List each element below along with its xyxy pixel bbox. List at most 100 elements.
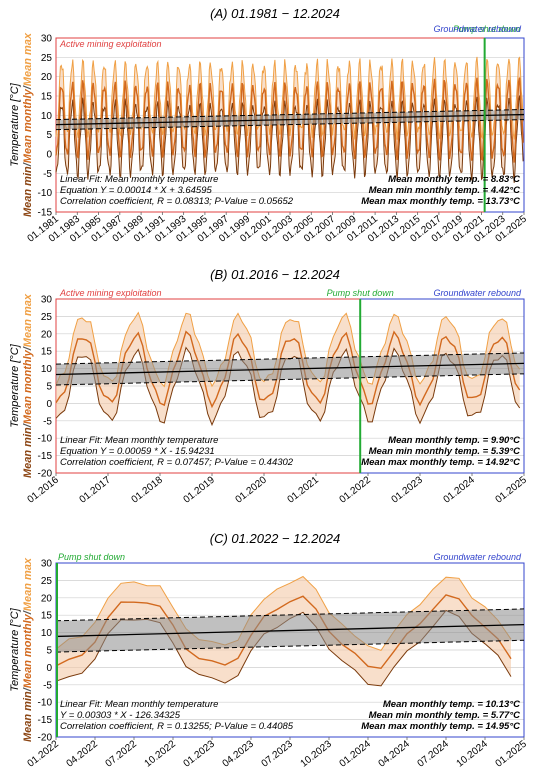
y-axis-label-min: Mean min [22, 166, 34, 217]
fit-equation-text: Equation Y = 0.00014 * X + 3.64595 [60, 185, 212, 196]
pump-shutdown-label: Pump shut down [327, 288, 394, 298]
active-mining-label: Active mining exploitation [59, 39, 162, 49]
y-tick-label: 5 [46, 646, 52, 657]
y-tick-label: -20 [38, 733, 53, 744]
y-axis-label-sep: / [22, 422, 34, 428]
chart-panel-0: (A) 01.1981 − 12.2024 Pump shut down Activ… [9, 6, 529, 245]
x-tick-label: 04.2022 [65, 738, 101, 769]
x-tick-label: 10.2024 [455, 738, 491, 769]
min-max-band [56, 576, 511, 686]
y-axis-label-bottom: Mean min/Mean monthly/Mean max [22, 293, 34, 478]
y-tick-label: -15 [38, 715, 53, 726]
x-tick-label: 01.2025 [494, 738, 530, 769]
chart-panel-2: (C) 01.2022 − 12.2024 Pump shut down Groun… [9, 531, 529, 770]
max-temp-text: Mean max monthly temp. = 14.95°C [361, 721, 520, 732]
chart-title: (C) 01.2022 − 12.2024 [210, 531, 340, 546]
fit-ci-upper [55, 352, 525, 365]
y-tick-label: -5 [43, 680, 52, 691]
y-tick-label: 15 [41, 347, 53, 358]
x-tick-label: 10.2023 [299, 738, 335, 769]
series-line-mean-monthly [55, 77, 524, 163]
fit-ci-upper [55, 109, 525, 121]
y-tick-label: 30 [41, 295, 53, 306]
fit-ci-lower [55, 119, 525, 131]
y-tick-label: 20 [41, 72, 53, 83]
x-tick-label: 07.2022 [104, 738, 140, 769]
min-temp-text: Mean min monthly temp. = 5.77°C [369, 710, 520, 721]
fit-line [55, 362, 525, 376]
min-max-band [56, 312, 520, 425]
y-axis-label-sep: / [22, 609, 34, 615]
x-tick-label: 01.2020 [234, 474, 270, 505]
x-tick-label: 01.2017 [78, 474, 114, 505]
y-axis-label-sep: / [22, 345, 34, 351]
min-temp-text: Mean min monthly temp. = 4.42°C [369, 185, 520, 196]
y-tick-label: 10 [41, 111, 53, 122]
y-axis-label-mean: Mean monthly [22, 349, 34, 424]
y-tick-label: 25 [41, 53, 53, 64]
y-tick-label: 10 [41, 364, 53, 375]
series-line-mean-max [55, 56, 524, 140]
x-tick-label: 01.2023 [390, 474, 426, 505]
x-tick-label: 01.2025 [494, 474, 530, 505]
y-axis-label-max: Mean max [22, 557, 34, 611]
x-tick-label: 10.2022 [143, 738, 179, 769]
x-tick-label: 04.2023 [221, 738, 257, 769]
pump-shutdown-label: Pump shut down [58, 552, 125, 562]
y-tick-label: 5 [46, 382, 52, 393]
x-tick-label: 01.2019 [182, 474, 218, 505]
y-axis-label-min: Mean min [22, 427, 34, 478]
groundwater-rebound-label: Groundwater rebound [433, 288, 522, 298]
y-tick-label: -15 [38, 451, 53, 462]
y-tick-label: 25 [41, 576, 53, 587]
y-tick-label: 20 [41, 329, 53, 340]
x-tick-label: 01.2021 [286, 474, 322, 505]
y-tick-label: -10 [38, 698, 53, 709]
x-tick-label: 01.2024 [442, 474, 478, 505]
fit-line [55, 623, 525, 638]
y-axis-label-top: Temperature [°C] [9, 82, 21, 166]
y-tick-label: 25 [41, 312, 53, 323]
y-axis-label-sep: / [22, 161, 34, 167]
fit-label-text: Linear Fit: Mean monthly temperature [60, 435, 218, 446]
y-tick-label: 20 [41, 593, 53, 604]
fit-correlation-text: Correlation coefficient, R = 0.07457; P-… [60, 457, 294, 468]
series-line-mean-monthly [55, 330, 521, 409]
y-tick-label: 30 [41, 559, 53, 570]
y-tick-label: 0 [46, 663, 52, 674]
y-tick-label: 15 [41, 92, 53, 103]
fit-correlation-text: Correlation coefficient, R = 0.13255; P-… [60, 721, 294, 732]
y-tick-label: 15 [41, 611, 53, 622]
chart-title: (A) 01.1981 − 12.2024 [210, 6, 340, 21]
chart-title: (B) 01.2016 − 12.2024 [210, 267, 340, 282]
fit-label-text: Linear Fit: Mean monthly temperature [60, 174, 218, 185]
fit-ci-upper [55, 608, 525, 622]
y-axis-label-min: Mean min [22, 691, 34, 742]
x-tick-label: 01.2018 [130, 474, 166, 505]
y-tick-label: 10 [41, 628, 53, 639]
x-tick-label: 07.2023 [260, 738, 296, 769]
x-tick-label: 04.2024 [377, 738, 413, 769]
x-tick-label: 01.2022 [338, 474, 374, 505]
series-line-mean-min [55, 95, 524, 183]
mean-temp-text: Mean monthly temp. = 9.90°C [388, 435, 520, 446]
y-axis-label-mean: Mean monthly [22, 613, 34, 688]
series-line-mean-monthly [55, 594, 512, 670]
x-tick-label: 01.2023 [182, 738, 218, 769]
y-axis-label-mean: Mean monthly [22, 88, 34, 163]
series-line-mean-max [55, 575, 512, 651]
fit-equation-text: Y = 0.00303 * X - 126.34325 [60, 710, 181, 721]
pump-shutdown-label: Pump shut down [453, 24, 520, 34]
chart-panel-1: (B) 01.2016 − 12.2024 Active mining explo… [9, 267, 529, 506]
series-line-mean-max [55, 311, 521, 388]
y-tick-label: 5 [46, 130, 52, 141]
y-axis-label-top: Temperature [°C] [9, 607, 21, 691]
y-tick-label: -10 [38, 188, 53, 199]
fit-correlation-text: Correlation coefficient, R = 0.08313; P-… [60, 196, 294, 207]
y-tick-label: 0 [46, 399, 52, 410]
min-temp-text: Mean min monthly temp. = 5.39°C [369, 446, 520, 457]
x-tick-label: 01.2024 [338, 738, 374, 769]
fit-line [55, 113, 525, 126]
y-tick-label: -20 [38, 469, 53, 480]
fit-equation-text: Equation Y = 0.00059 * X - 15.94231 [60, 446, 215, 457]
